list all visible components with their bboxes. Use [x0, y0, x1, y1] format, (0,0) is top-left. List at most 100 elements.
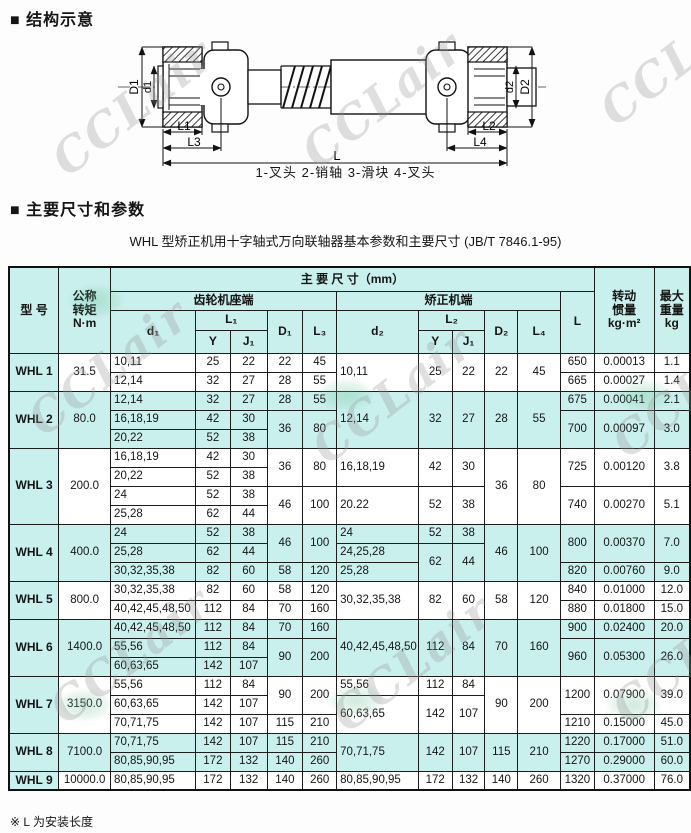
table-cell: 90	[484, 675, 519, 734]
table-cell: 38	[229, 428, 268, 449]
table-cell: 840	[559, 580, 595, 601]
table-cell: 60,63,65	[110, 656, 196, 677]
table-cell: 84	[229, 637, 268, 658]
table-cell: 260	[517, 770, 561, 791]
table-cell: 44	[229, 542, 268, 563]
table-cell: 2.1	[653, 390, 691, 411]
table-cell: 24,25,28	[336, 542, 419, 563]
header-straightener-end: 矫正机端	[336, 290, 561, 311]
table-cell: 25,28	[110, 504, 196, 525]
left-hub	[157, 46, 203, 128]
table-cell: 1270	[559, 751, 595, 772]
table-cell: 260	[302, 770, 338, 791]
table-cell: 20,22	[110, 428, 196, 449]
table-cell: 12,14	[110, 371, 196, 392]
table-cell: 80,85,90,95	[110, 751, 196, 772]
table-cell: 650	[559, 352, 595, 373]
table-cell: 172	[194, 770, 231, 791]
table-cell: 39.0	[653, 675, 691, 715]
table-cell: 52	[194, 428, 231, 449]
table-cell: 0.15000	[593, 713, 655, 734]
table-cell: 115	[266, 713, 304, 734]
table-cell: 0.00041	[593, 390, 655, 411]
table-cell: 25,28	[336, 561, 419, 582]
table-cell: 58	[484, 580, 519, 620]
table-cell: 16,18,19	[336, 447, 419, 487]
table-cell: 27	[229, 390, 268, 411]
table-cell: 25	[194, 352, 231, 373]
table-cell: 142	[417, 732, 453, 772]
table-cell: 20.0	[653, 618, 691, 639]
table-cell: 76.0	[653, 770, 691, 791]
dim-label-L4: L4	[473, 135, 487, 149]
table-cell: 55	[517, 390, 561, 449]
table-cell: 107	[229, 656, 268, 677]
table-cell: 28	[484, 390, 519, 449]
table-row: WHL 8 7100.0 70,71,75 142 107 115 210 70,71,75 1…	[8, 732, 691, 772]
table-cell: 32	[417, 390, 453, 449]
table-cell: 100	[302, 523, 338, 563]
table-cell: 24	[336, 523, 419, 544]
header-cell: D₂	[484, 309, 519, 354]
table-cell: 200	[517, 675, 561, 734]
table-cell: 112	[194, 599, 231, 620]
table-cell: 820	[559, 561, 595, 582]
table-cell: 100	[517, 523, 561, 582]
table-cell: 160	[302, 618, 338, 639]
table-cell: 90	[266, 637, 304, 677]
header-row: 型 号公称 转矩 N·m 主 要 尺 寸（mm） 转动 惯量 kg·m² 最大 重量 …	[8, 266, 691, 354]
table-cell: WHL 4	[8, 523, 60, 582]
table-cell: 880	[559, 599, 595, 620]
header-torque: 公称 转矩 N·m	[58, 266, 112, 354]
table-cell: 60,63,65	[110, 694, 196, 715]
table-cell: 38	[451, 523, 486, 544]
table-cell: 32	[194, 371, 231, 392]
table-row: WHL 6 1400.0 40,42,45,48,50 112 84 70 160 40,42…	[8, 618, 691, 677]
header-cell: d₁	[110, 309, 196, 354]
table-title: WHL 型矫正机用十字轴式万向联轴器基本参数和主要尺寸 (JB/T 7846.1…	[129, 234, 562, 249]
table-cell: 142	[194, 656, 231, 677]
table-cell: 112	[417, 618, 453, 677]
table-cell: 0.05300	[593, 637, 655, 677]
table-cell: 80,85,90,95	[336, 770, 419, 791]
table-cell: 140	[266, 770, 304, 791]
table-cell: 20,22	[110, 466, 196, 487]
table-cell: 1210	[559, 713, 595, 734]
table-row: 55,56 112 84 90 200 960 0.05300 26.0	[9, 637, 691, 677]
table-cell: 45.0	[653, 713, 691, 734]
header-cell: L₄	[517, 309, 561, 354]
table-cell: 82	[194, 561, 231, 582]
table-row: 20,22 52 38	[9, 428, 690, 449]
header-cell: Y	[417, 329, 453, 354]
table-cell: 30,32,35,38	[110, 561, 196, 582]
table-cell: 42	[417, 447, 453, 487]
header-cell: L₂	[417, 309, 486, 331]
table-cell: 46	[266, 523, 304, 563]
table-row: WHL 9 10000.0 80,85,90,95 172 132 140 260 80,85…	[8, 770, 691, 791]
table-cell: 84	[229, 675, 268, 696]
table-cell: 45	[517, 352, 561, 392]
header-L: L	[559, 290, 595, 354]
table-cell: 142	[194, 713, 231, 734]
table-cell: 28	[266, 390, 304, 411]
table-cell: 0.00370	[593, 523, 655, 563]
table-cell: 1220	[559, 732, 595, 753]
header-cell: L₁	[194, 309, 268, 331]
left-fork-joint	[200, 41, 249, 133]
table-cell: 900	[559, 618, 595, 639]
table-cell: 84	[451, 675, 486, 696]
table-cell: 52	[194, 466, 231, 487]
table-cell: 52	[194, 485, 231, 506]
table-cell: 40,42,45,48,50	[110, 618, 196, 639]
table-cell: WHL 9	[8, 770, 60, 791]
dim-label-D2: D2	[518, 79, 532, 95]
table-cell: 10,11	[336, 352, 419, 392]
table-row: WHL 4 400.0 24 52 38 46 100 24 52 38 46 100 800 0.003…	[8, 523, 691, 582]
table-cell: 84	[451, 618, 486, 677]
table-row: 16,18,19 42 30 36 80 700 0.00097 3.0	[9, 409, 691, 449]
table-cell: 62	[417, 542, 453, 582]
table-cell: 15.0	[653, 599, 691, 620]
table-cell: 3.0	[653, 409, 691, 449]
header-max-weight: 最大 重量 kg	[653, 266, 691, 354]
table-cell: 70	[484, 618, 519, 677]
